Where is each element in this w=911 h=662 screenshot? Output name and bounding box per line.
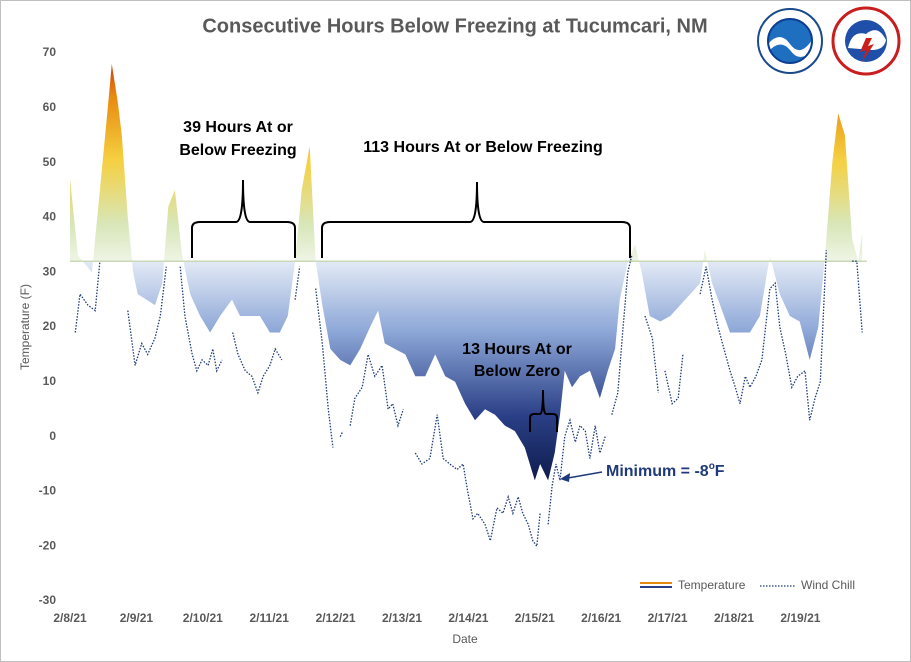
y-tick-label: 30: [43, 264, 57, 278]
brace: [321, 181, 631, 258]
x-tick-label: 2/13/21: [382, 611, 422, 625]
x-tick-label: 2/19/21: [780, 611, 820, 625]
annotation: 13 Hours At or: [462, 341, 572, 358]
x-tick-label: 2/12/21: [316, 611, 356, 625]
y-tick-label: 20: [43, 319, 57, 333]
x-tick-label: 2/15/21: [515, 611, 555, 625]
x-tick-label: 2/9/21: [120, 611, 154, 625]
annotation: 113 Hours At or Below Freezing: [363, 139, 602, 156]
y-tick-label: 50: [43, 155, 57, 169]
x-tick-label: 2/18/21: [714, 611, 754, 625]
x-tick-label: 2/17/21: [648, 611, 688, 625]
x-tick-label: 2/10/21: [183, 611, 223, 625]
y-axis-label: Temperature (F): [18, 284, 32, 370]
nws-logo: [831, 6, 901, 76]
annotation-unit: F: [715, 463, 725, 480]
annotation: Minimum = -8oF: [606, 461, 725, 481]
x-tick-label: 2/16/21: [581, 611, 621, 625]
wind-chill-line: [74, 250, 863, 548]
y-tick-label: 70: [43, 45, 57, 59]
noaa-logo: [757, 8, 823, 74]
brace: [191, 179, 296, 258]
annotation: Below Zero: [474, 363, 560, 380]
y-tick-label: -20: [39, 538, 57, 552]
y-tick-label: 60: [43, 100, 57, 114]
annotation: 39 Hours At or: [183, 119, 293, 136]
chart-title: Consecutive Hours Below Freezing at Tucu…: [202, 15, 707, 37]
x-axis-label: Date: [452, 632, 478, 646]
brace: [529, 389, 558, 432]
y-tick-label: -10: [39, 484, 57, 498]
arrow-head: [560, 473, 570, 482]
temperature-area: [70, 64, 863, 481]
y-tick-label: 0: [49, 429, 56, 443]
x-tick-label: 2/11/21: [250, 611, 290, 625]
x-tick-label: 2/8/21: [53, 611, 87, 625]
annotation-sup: o: [709, 461, 715, 472]
y-tick-label: -30: [39, 593, 57, 607]
annotation-text: Minimum = -8: [606, 463, 709, 480]
y-tick-label: 40: [43, 210, 57, 224]
y-tick-label: 10: [43, 374, 57, 388]
arrow: [567, 471, 603, 479]
legend-label: Temperature: [678, 578, 746, 592]
legend-label: Wind Chill: [801, 578, 855, 592]
annotation: Below Freezing: [179, 142, 296, 159]
x-tick-label: 2/14/21: [448, 611, 488, 625]
